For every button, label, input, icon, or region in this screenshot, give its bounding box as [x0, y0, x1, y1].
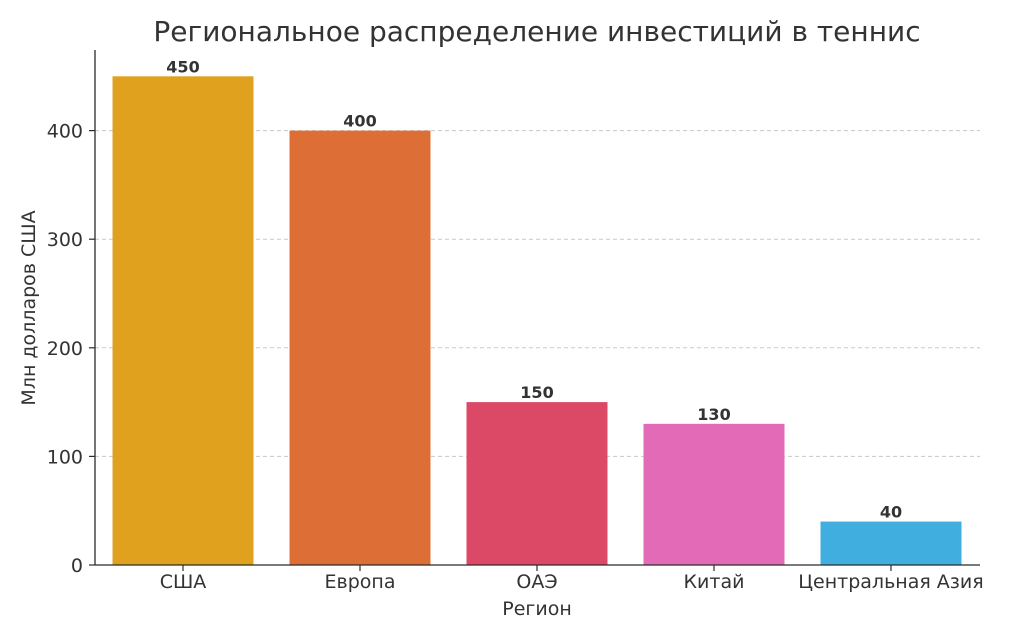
- y-tick-label: 300: [47, 229, 83, 251]
- bar-value-label: 450: [166, 57, 199, 76]
- bar: [112, 76, 254, 566]
- x-tick-label: ОАЭ: [516, 571, 557, 593]
- x-tick-label: Европа: [325, 571, 396, 593]
- bar: [643, 423, 785, 565]
- bar-value-label: 130: [697, 405, 730, 424]
- y-tick-label: 200: [47, 338, 83, 360]
- x-axis-label: Регион: [502, 598, 572, 620]
- bar: [466, 402, 608, 565]
- bar: [820, 521, 962, 565]
- y-axis-label: Млн долларов США: [18, 210, 40, 405]
- x-tick-label: США: [160, 571, 207, 593]
- bar-value-label: 40: [880, 503, 902, 522]
- chart-title: Региональное распределение инвестиций в …: [153, 15, 920, 48]
- bar: [289, 130, 431, 565]
- y-tick-label: 0: [71, 555, 83, 577]
- bars: [112, 76, 962, 566]
- bar-value-label: 400: [343, 112, 376, 131]
- y-tick-label: 400: [47, 121, 83, 143]
- y-tick-label: 100: [47, 446, 83, 468]
- x-tick-label: Китай: [684, 571, 745, 593]
- data-labels: 450 400 150 130 40: [166, 57, 902, 521]
- x-tick-label: Центральная Азия: [798, 571, 983, 593]
- x-ticks: США Европа ОАЭ Китай Центральная Азия: [160, 565, 984, 593]
- y-ticks: 0 100 200 300 400: [47, 121, 95, 577]
- bar-value-label: 150: [520, 383, 553, 402]
